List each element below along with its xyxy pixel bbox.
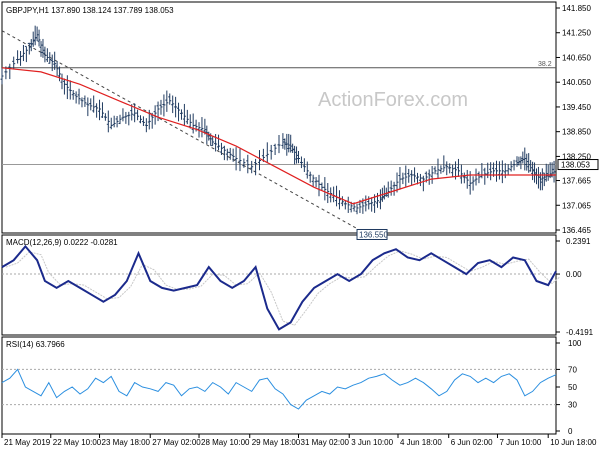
price-y-tick-label: 138.250 — [562, 152, 591, 161]
x-tick-label: 6 Jun 02:00 — [451, 438, 493, 447]
price-y-tick-label: 140.650 — [562, 53, 591, 62]
x-tick-label: 22 May 10:00 — [53, 438, 102, 447]
x-tick-label: 27 May 02:00 — [152, 438, 201, 447]
last-price-label: 138.053 — [561, 161, 590, 170]
trend-line — [1, 30, 358, 229]
x-tick-label: 21 May 2019 — [4, 438, 51, 447]
macd-line — [1, 244, 557, 331]
macd-label: MACD(12,26,9) 0.0222 -0.0281 — [6, 238, 118, 247]
x-tick-label: 4 Jun 18:00 — [400, 438, 442, 447]
watermark: ActionForex.com — [318, 89, 468, 111]
rsi-y-tick-label: 0 — [568, 427, 573, 436]
x-tick-label: 29 May 18:00 — [252, 438, 301, 447]
macd-signal-line — [5, 250, 561, 326]
price-y-tick-label: 136.465 — [562, 226, 591, 235]
price-y-tick-label: 138.850 — [562, 128, 591, 137]
fib-level-label: 38.2 — [538, 61, 552, 68]
rsi-y-tick-label: 100 — [568, 339, 582, 348]
moving-average-line — [1, 67, 556, 205]
x-tick-label: 23 May 18:00 — [102, 438, 151, 447]
price-title: GBPJPY,H1 137.890 138.124 137.789 138.05… — [6, 6, 174, 15]
rsi-line — [1, 368, 557, 410]
macd-y-tick-label: -0.4191 — [566, 328, 594, 337]
x-tick-label: 31 May 02:00 — [301, 438, 350, 447]
price-y-tick-label: 137.065 — [562, 201, 591, 210]
price-y-tick-label: 141.250 — [562, 29, 591, 38]
rsi-y-tick-label: 70 — [568, 365, 577, 374]
price-y-tick-label: 139.450 — [562, 103, 591, 112]
x-tick-label: 3 Jun 10:00 — [351, 438, 393, 447]
low-annotation-label: 136.550 — [359, 230, 388, 239]
rsi-y-tick-label: 30 — [568, 401, 577, 410]
rsi-label: RSI(14) 63.7966 — [6, 340, 65, 349]
price-y-tick-label: 141.850 — [562, 4, 591, 13]
macd-y-tick-label: 0.00 — [566, 270, 582, 279]
rsi-panel — [1, 336, 557, 435]
low-annotation-box — [356, 228, 388, 240]
price-panel — [1, 1, 557, 234]
x-tick-label: 10 Jun 18:00 — [550, 438, 597, 447]
rsi-y-tick-label: 50 — [568, 383, 577, 392]
x-tick-label: 28 May 10:00 — [201, 438, 250, 447]
x-tick-label: 7 Jun 10:00 — [499, 438, 541, 447]
macd-y-tick-label: 0.2391 — [566, 237, 591, 246]
price-y-tick-label: 137.665 — [562, 177, 591, 186]
price-y-tick-label: 140.050 — [562, 78, 591, 87]
macd-panel — [1, 234, 557, 336]
last-price-tag — [557, 159, 599, 171]
